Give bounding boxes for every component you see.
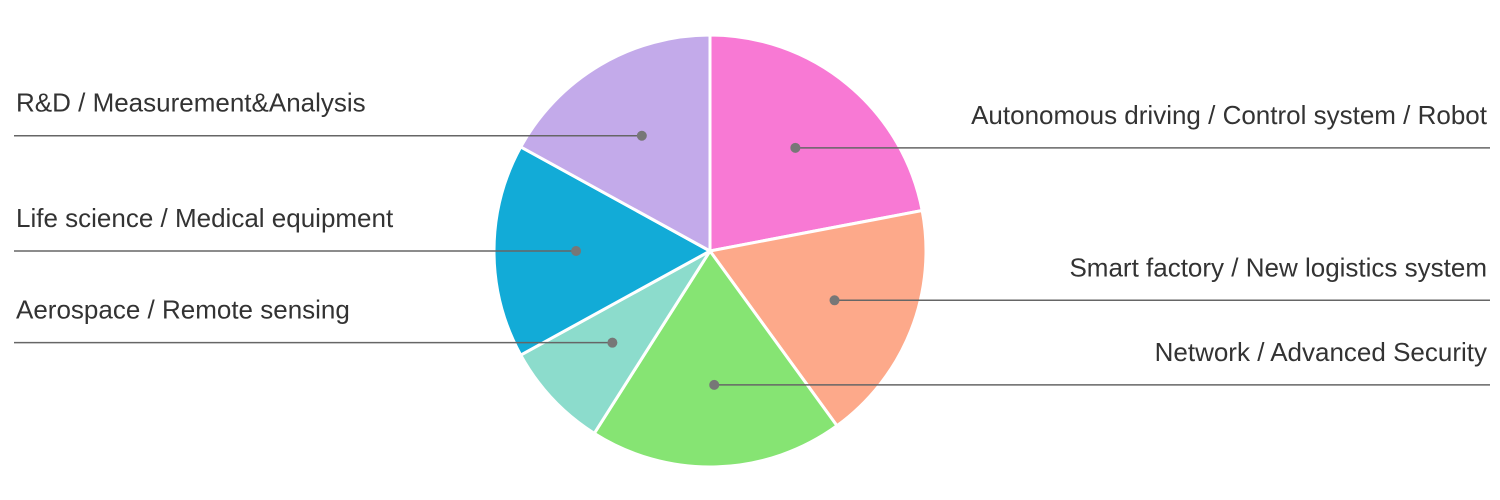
slice-label: R&D / Measurement&Analysis — [16, 88, 366, 118]
slice-label: Life science / Medical equipment — [16, 203, 394, 233]
leader-dot — [571, 246, 582, 256]
pie-slice — [518, 33, 712, 254]
slice-label: Aerospace / Remote sensing — [16, 295, 350, 325]
slice-label: Network / Advanced Security — [1155, 337, 1487, 367]
pie-slice — [707, 208, 928, 428]
slice-label: Autonomous driving / Control system / Ro… — [971, 100, 1488, 130]
leader-dot — [790, 142, 801, 153]
leader-dot — [636, 130, 647, 141]
pie-slice — [592, 248, 840, 469]
pie-slice — [708, 33, 924, 253]
leader-dot — [709, 379, 720, 390]
leader-dot — [607, 337, 618, 348]
slice-label: Smart factory / New logistics system — [1069, 252, 1487, 282]
leader-dot — [829, 295, 840, 306]
